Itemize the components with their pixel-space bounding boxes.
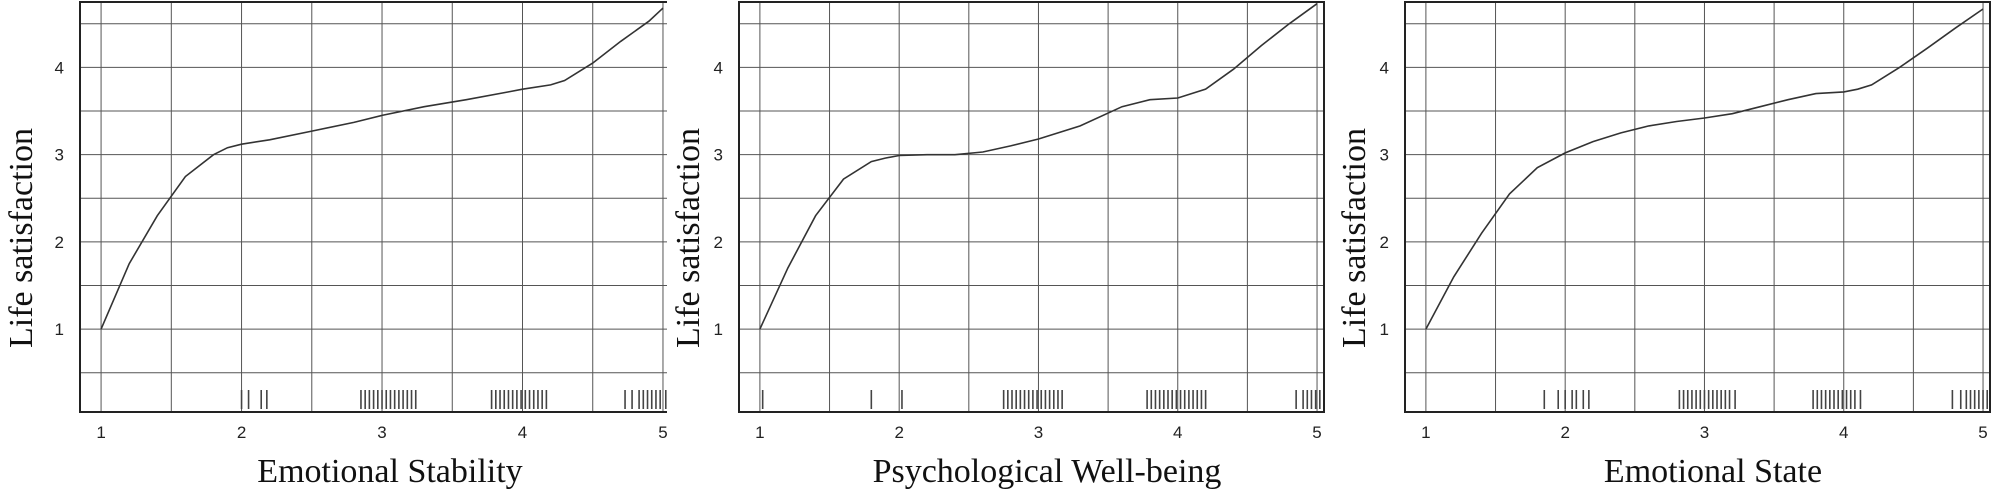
y-tick-label: 3 <box>1380 146 1389 165</box>
y-tick-label: 2 <box>714 233 723 252</box>
x-tick-label: 3 <box>1700 423 1709 442</box>
x-axis-label: Psychological Well-being <box>873 453 1222 490</box>
x-tick-label: 2 <box>894 423 903 442</box>
plot-frame <box>738 1 1325 413</box>
x-axis-label: Emotional Stability <box>257 453 522 490</box>
y-tick-label: 3 <box>55 146 64 165</box>
x-tick-label: 4 <box>1839 423 1848 442</box>
x-tick-label: 4 <box>1173 423 1182 442</box>
chart-panel-emotional-stability: Life satisfaction Emotional Stability 1 2… <box>0 0 667 493</box>
y-tick-label: 1 <box>1380 320 1389 339</box>
y-tick-label: 1 <box>714 320 723 339</box>
x-tick-label: 5 <box>1312 423 1321 442</box>
y-axis-label: Life satisfaction <box>670 128 707 348</box>
chart-panel-emotional-state: Life satisfaction Emotional State 1 2 3 4 5 1… <box>1333 0 2000 493</box>
chart-svg: Life satisfaction Psychological Well-bei… <box>670 1 1325 490</box>
x-tick-label: 3 <box>377 423 386 442</box>
x-tick-label: 2 <box>1560 423 1569 442</box>
x-tick-label: 1 <box>1421 423 1430 442</box>
x-tick-label: 5 <box>1978 423 1987 442</box>
x-tick-label: 4 <box>518 423 527 442</box>
chart-svg: Life satisfaction Emotional State 1 2 3 4 5 1… <box>1336 1 1991 490</box>
data-series-line <box>759 3 1318 330</box>
x-tick-label: 1 <box>96 423 105 442</box>
y-tick-label: 2 <box>1380 233 1389 252</box>
y-axis-label: Life satisfaction <box>3 128 40 348</box>
plot-frame <box>1404 1 1991 413</box>
plot-frame <box>79 1 667 413</box>
chart-panel-psychological-well-being: Life satisfaction Psychological Well-bei… <box>667 0 1334 493</box>
x-tick-label: 5 <box>658 423 667 442</box>
chart-svg: Life satisfaction Emotional Stability 1 2… <box>3 1 667 490</box>
data-series-line <box>1425 8 1984 330</box>
x-axis-label: Emotional State <box>1604 453 1822 490</box>
y-tick-label: 4 <box>1380 58 1389 77</box>
data-series-line <box>100 7 664 330</box>
y-axis-label: Life satisfaction <box>1336 128 1373 348</box>
x-tick-label: 1 <box>755 423 764 442</box>
y-tick-label: 4 <box>55 58 64 77</box>
y-tick-label: 3 <box>714 146 723 165</box>
y-tick-label: 1 <box>55 320 64 339</box>
y-tick-label: 2 <box>55 233 64 252</box>
y-tick-label: 4 <box>714 58 723 77</box>
x-tick-label: 3 <box>1034 423 1043 442</box>
x-tick-label: 2 <box>237 423 246 442</box>
